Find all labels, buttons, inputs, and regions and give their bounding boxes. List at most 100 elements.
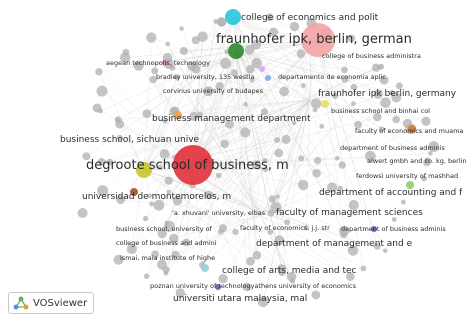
network-node[interactable] — [383, 248, 388, 254]
network-node[interactable] — [191, 64, 201, 74]
network-node[interactable] — [142, 215, 149, 222]
network-node[interactable] — [153, 199, 165, 211]
network-node[interactable] — [360, 265, 367, 272]
network-node[interactable] — [179, 26, 184, 31]
network-node[interactable] — [265, 13, 274, 22]
network-node[interactable] — [296, 49, 306, 58]
network-node[interactable] — [337, 185, 344, 192]
network-node[interactable] — [97, 185, 109, 197]
network-node[interactable] — [175, 288, 185, 298]
network-node[interactable] — [189, 111, 199, 121]
node-poznan-university[interactable] — [215, 284, 221, 290]
network-node[interactable] — [196, 111, 204, 118]
node-fraunhofer-ipk-german[interactable] — [301, 23, 335, 57]
network-node[interactable] — [312, 168, 322, 178]
network-node[interactable] — [164, 220, 175, 232]
network-node[interactable] — [279, 86, 290, 97]
node-business-management-department[interactable] — [174, 111, 182, 119]
network-node[interactable] — [297, 179, 309, 191]
network-node[interactable] — [216, 17, 227, 27]
network-node[interactable] — [246, 256, 255, 266]
network-node[interactable] — [92, 103, 102, 113]
network-node[interactable] — [351, 101, 356, 107]
node-degroote-school[interactable] — [173, 145, 213, 185]
network-node[interactable] — [395, 82, 403, 90]
network-node[interactable] — [281, 134, 291, 144]
node-bradley-university[interactable] — [259, 66, 265, 72]
network-node[interactable] — [286, 272, 297, 282]
node-aegean-technopolis[interactable] — [162, 60, 168, 66]
network-node[interactable] — [146, 32, 157, 43]
network-node[interactable] — [311, 98, 322, 109]
network-node[interactable] — [391, 92, 402, 103]
network-node[interactable] — [251, 57, 262, 69]
network-node[interactable] — [332, 92, 339, 99]
network-node[interactable] — [274, 148, 284, 158]
network-node[interactable] — [162, 118, 168, 124]
network-node[interactable] — [354, 120, 362, 129]
node-fraunhofer-ipk-green[interactable] — [228, 43, 244, 59]
network-node[interactable] — [96, 85, 108, 97]
network-node[interactable] — [421, 175, 427, 182]
network-node[interactable] — [319, 123, 325, 129]
network-node[interactable] — [82, 152, 91, 161]
network-node[interactable] — [77, 208, 88, 218]
network-node[interactable] — [133, 60, 144, 71]
node-faculty-economics-muama[interactable] — [408, 125, 416, 133]
node-degroote-yellow[interactable] — [136, 162, 152, 178]
network-node[interactable] — [203, 86, 214, 97]
network-node[interactable] — [115, 119, 125, 129]
network-node[interactable] — [274, 235, 285, 246]
network-node[interactable] — [179, 46, 188, 56]
network-node[interactable] — [291, 120, 297, 126]
network-node[interactable] — [169, 233, 179, 244]
network-node[interactable] — [372, 63, 381, 72]
network-node[interactable] — [428, 151, 433, 156]
network-node[interactable] — [147, 193, 152, 199]
network-node[interactable] — [113, 254, 124, 265]
network-node[interactable] — [421, 116, 431, 126]
node-college-arts-media[interactable] — [201, 264, 209, 272]
network-node[interactable] — [243, 101, 248, 107]
network-node[interactable] — [162, 266, 170, 274]
network-node[interactable] — [423, 158, 431, 167]
network-node[interactable] — [298, 155, 305, 162]
network-node[interactable] — [257, 296, 269, 308]
network-node[interactable] — [230, 69, 238, 77]
network-node[interactable] — [365, 150, 376, 162]
network-node[interactable] — [245, 64, 255, 74]
network-node[interactable] — [174, 74, 180, 80]
network-node[interactable] — [312, 107, 318, 113]
network-node[interactable] — [151, 250, 160, 259]
network-node[interactable] — [284, 219, 291, 226]
network-node[interactable] — [261, 108, 268, 116]
network-node[interactable] — [143, 273, 150, 280]
network-node[interactable] — [204, 190, 214, 200]
network-node[interactable] — [164, 176, 173, 185]
network-node[interactable] — [116, 195, 126, 205]
network-node[interactable] — [225, 119, 234, 129]
network-node[interactable] — [373, 112, 382, 122]
network-node[interactable] — [251, 39, 262, 50]
network-node[interactable] — [172, 196, 183, 206]
network-node[interactable] — [267, 228, 274, 235]
network-node[interactable] — [157, 229, 167, 239]
node-ferdowsi-university[interactable] — [406, 181, 414, 189]
network-node[interactable] — [242, 282, 252, 292]
network-node[interactable] — [380, 97, 391, 108]
network-node[interactable] — [379, 75, 389, 85]
network-node[interactable] — [300, 83, 306, 89]
network-node[interactable] — [341, 66, 348, 74]
network-node[interactable] — [149, 201, 155, 207]
network-node[interactable] — [262, 157, 268, 163]
network-node[interactable] — [428, 141, 440, 153]
node-business-school-binhai[interactable] — [321, 100, 329, 108]
network-node[interactable] — [269, 27, 279, 37]
network-node[interactable] — [151, 67, 159, 75]
network-node[interactable] — [252, 160, 262, 170]
network-node[interactable] — [347, 245, 359, 256]
network-node[interactable] — [218, 228, 224, 235]
network-node[interactable] — [120, 52, 131, 63]
network-node[interactable] — [171, 250, 180, 259]
network-node[interactable] — [373, 89, 383, 99]
